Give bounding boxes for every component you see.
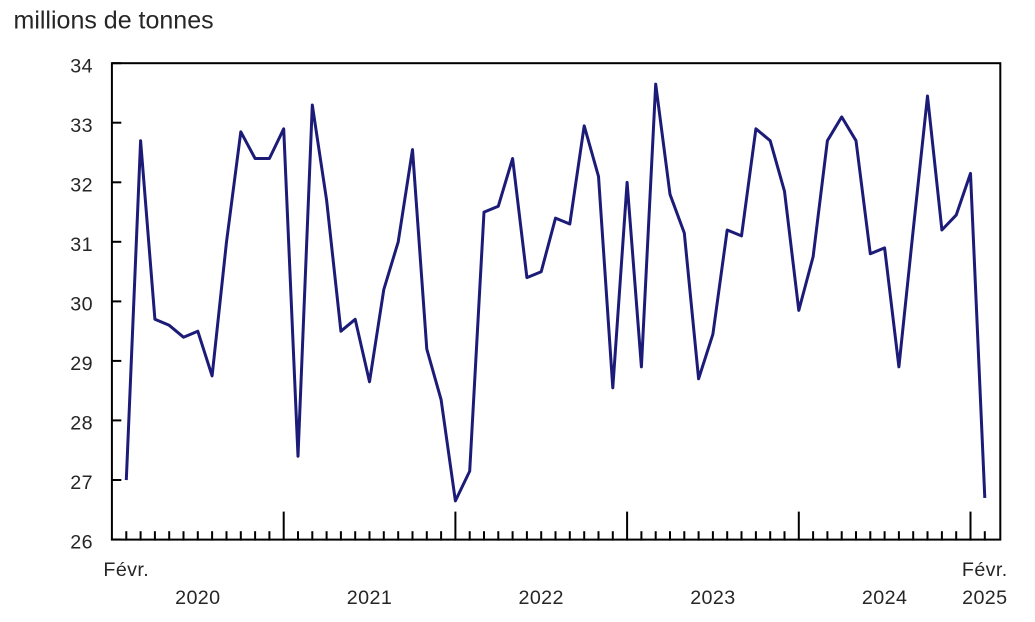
svg-text:2020: 2020 — [175, 587, 220, 609]
svg-text:33: 33 — [70, 115, 93, 137]
svg-text:2024: 2024 — [862, 587, 907, 609]
svg-text:30: 30 — [70, 294, 93, 316]
svg-text:millions de tonnes: millions de tonnes — [14, 7, 214, 35]
svg-text:34: 34 — [70, 55, 93, 77]
svg-text:29: 29 — [70, 353, 93, 375]
svg-text:2022: 2022 — [518, 587, 563, 609]
svg-text:Févr.: Févr. — [962, 559, 1008, 581]
svg-text:2021: 2021 — [347, 587, 392, 609]
svg-text:Févr.: Févr. — [103, 559, 149, 581]
svg-text:28: 28 — [70, 413, 93, 435]
svg-text:27: 27 — [70, 472, 93, 494]
svg-text:32: 32 — [70, 175, 93, 197]
svg-text:2023: 2023 — [690, 587, 735, 609]
svg-text:2025: 2025 — [962, 587, 1007, 609]
svg-text:26: 26 — [70, 532, 93, 554]
svg-text:31: 31 — [70, 234, 93, 256]
